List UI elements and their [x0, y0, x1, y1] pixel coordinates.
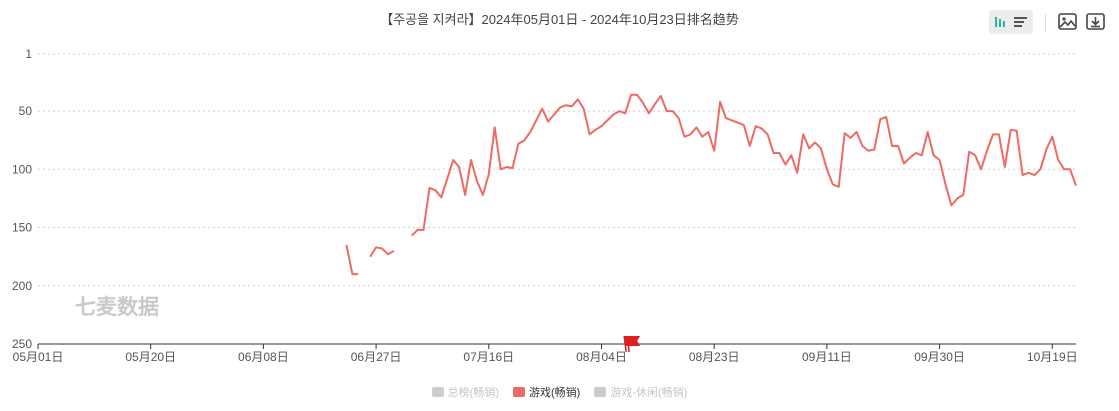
grid-lines — [38, 53, 1076, 287]
x-tick-label: 05月01日 — [13, 350, 64, 364]
flag-marker[interactable] — [623, 335, 641, 353]
y-tick-label: 150 — [12, 221, 32, 235]
legend-swatch — [594, 387, 607, 397]
legend-label: 总榜(畅销) — [447, 387, 499, 399]
legend-label: 游戏-休闲(畅销) — [610, 387, 688, 399]
x-tick-label: 09月30日 — [914, 350, 965, 364]
view-toggle — [989, 10, 1033, 34]
legend-swatch — [431, 387, 444, 397]
y-tick-label: 100 — [12, 162, 32, 176]
legend-item-1[interactable]: 游戏(畅销) — [513, 384, 580, 400]
series-segment-0-2 — [410, 93, 1077, 237]
bar-chart-icon[interactable] — [991, 12, 1011, 32]
image-icon[interactable] — [1057, 11, 1077, 31]
legend-label: 游戏(畅销) — [529, 387, 581, 399]
download-icon[interactable] — [1085, 11, 1105, 31]
series-segment-0-0 — [345, 244, 359, 276]
x-tick-label: 05月20日 — [125, 350, 176, 364]
x-tick-label: 06月08日 — [238, 350, 289, 364]
list-icon[interactable] — [1011, 12, 1031, 32]
watermark: 七麦数据 — [75, 295, 159, 319]
toolbar-divider — [1045, 14, 1046, 32]
y-tick-label: 50 — [19, 104, 33, 118]
x-tick-label: 10月19日 — [1027, 350, 1078, 364]
x-tick-label: 09月11日 — [802, 350, 852, 364]
chart-toolbar — [969, 10, 1119, 36]
legend-item-0[interactable]: 总榜(畅销) — [431, 384, 499, 400]
x-tick-label: 08月04日 — [576, 350, 627, 364]
chart-legend: 总榜(畅销) 游戏(畅销) 游戏-休闲(畅销) — [0, 384, 1119, 400]
x-tick-label: 06月27日 — [351, 350, 402, 364]
y-tick-label: 250 — [12, 337, 32, 351]
legend-swatch — [513, 387, 525, 397]
legend-item-2[interactable]: 游戏-休闲(畅销) — [594, 384, 687, 400]
y-tick-label: 200 — [12, 279, 32, 293]
series-lines — [345, 93, 1077, 276]
x-tick-label: 07月16日 — [463, 350, 514, 364]
x-axis: 05月01日 05月20日 06月08日 06月27日 07月16日 08月04日 08月2… — [13, 344, 1078, 364]
x-tick-label: 08月23日 — [689, 350, 740, 364]
series-segment-0-1 — [369, 246, 395, 258]
event-markers — [623, 335, 641, 353]
chart-title: 【주공을 지켜라】2024年05月01日 - 2024年10月23日排名趋势 — [380, 12, 739, 27]
y-tick-label: 1 — [25, 47, 32, 61]
